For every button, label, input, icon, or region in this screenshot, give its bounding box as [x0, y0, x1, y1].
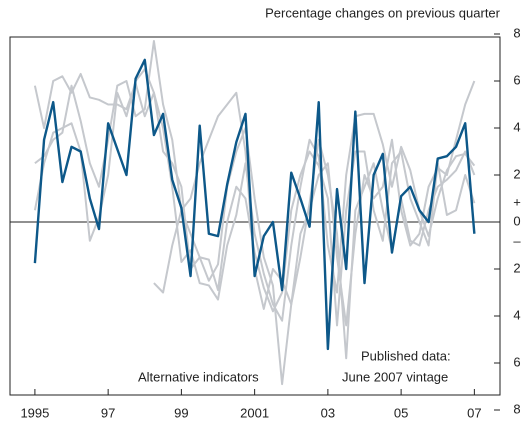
- negative-sign: –: [513, 233, 521, 248]
- data-line: [33, 72, 476, 322]
- y-tick-label: 0: [513, 213, 520, 228]
- x-tick-label: 2001: [240, 405, 269, 420]
- annotation: Published data:: [361, 348, 451, 363]
- annotation: Alternative indicators: [138, 369, 259, 384]
- data-line: [153, 91, 476, 360]
- positive-sign: +: [513, 194, 521, 209]
- annotation: June 2007 vintage: [342, 369, 448, 384]
- x-tick-label: 03: [321, 405, 335, 420]
- x-tick-label: 97: [101, 405, 115, 420]
- x-tick-label: 05: [394, 405, 408, 420]
- y-axis-label: Percentage changes on previous quarter: [265, 5, 501, 20]
- y-tick-label: 2: [513, 166, 520, 181]
- y-tick-label: 4: [513, 307, 520, 322]
- y-tick-label: 8: [513, 401, 520, 416]
- data-line: [34, 40, 476, 386]
- x-tick-label: 07: [467, 405, 481, 420]
- y-tick-label: 6: [513, 354, 520, 369]
- data-line: [33, 68, 476, 327]
- y-tick-label: 8: [513, 25, 520, 40]
- x-tick-label: 99: [174, 405, 188, 420]
- y-tick-label: 2: [513, 260, 520, 275]
- x-tick-label: 1995: [20, 405, 49, 420]
- y-tick-label: 4: [513, 119, 520, 134]
- data-line: [33, 58, 476, 351]
- y-tick-label: 6: [513, 72, 520, 87]
